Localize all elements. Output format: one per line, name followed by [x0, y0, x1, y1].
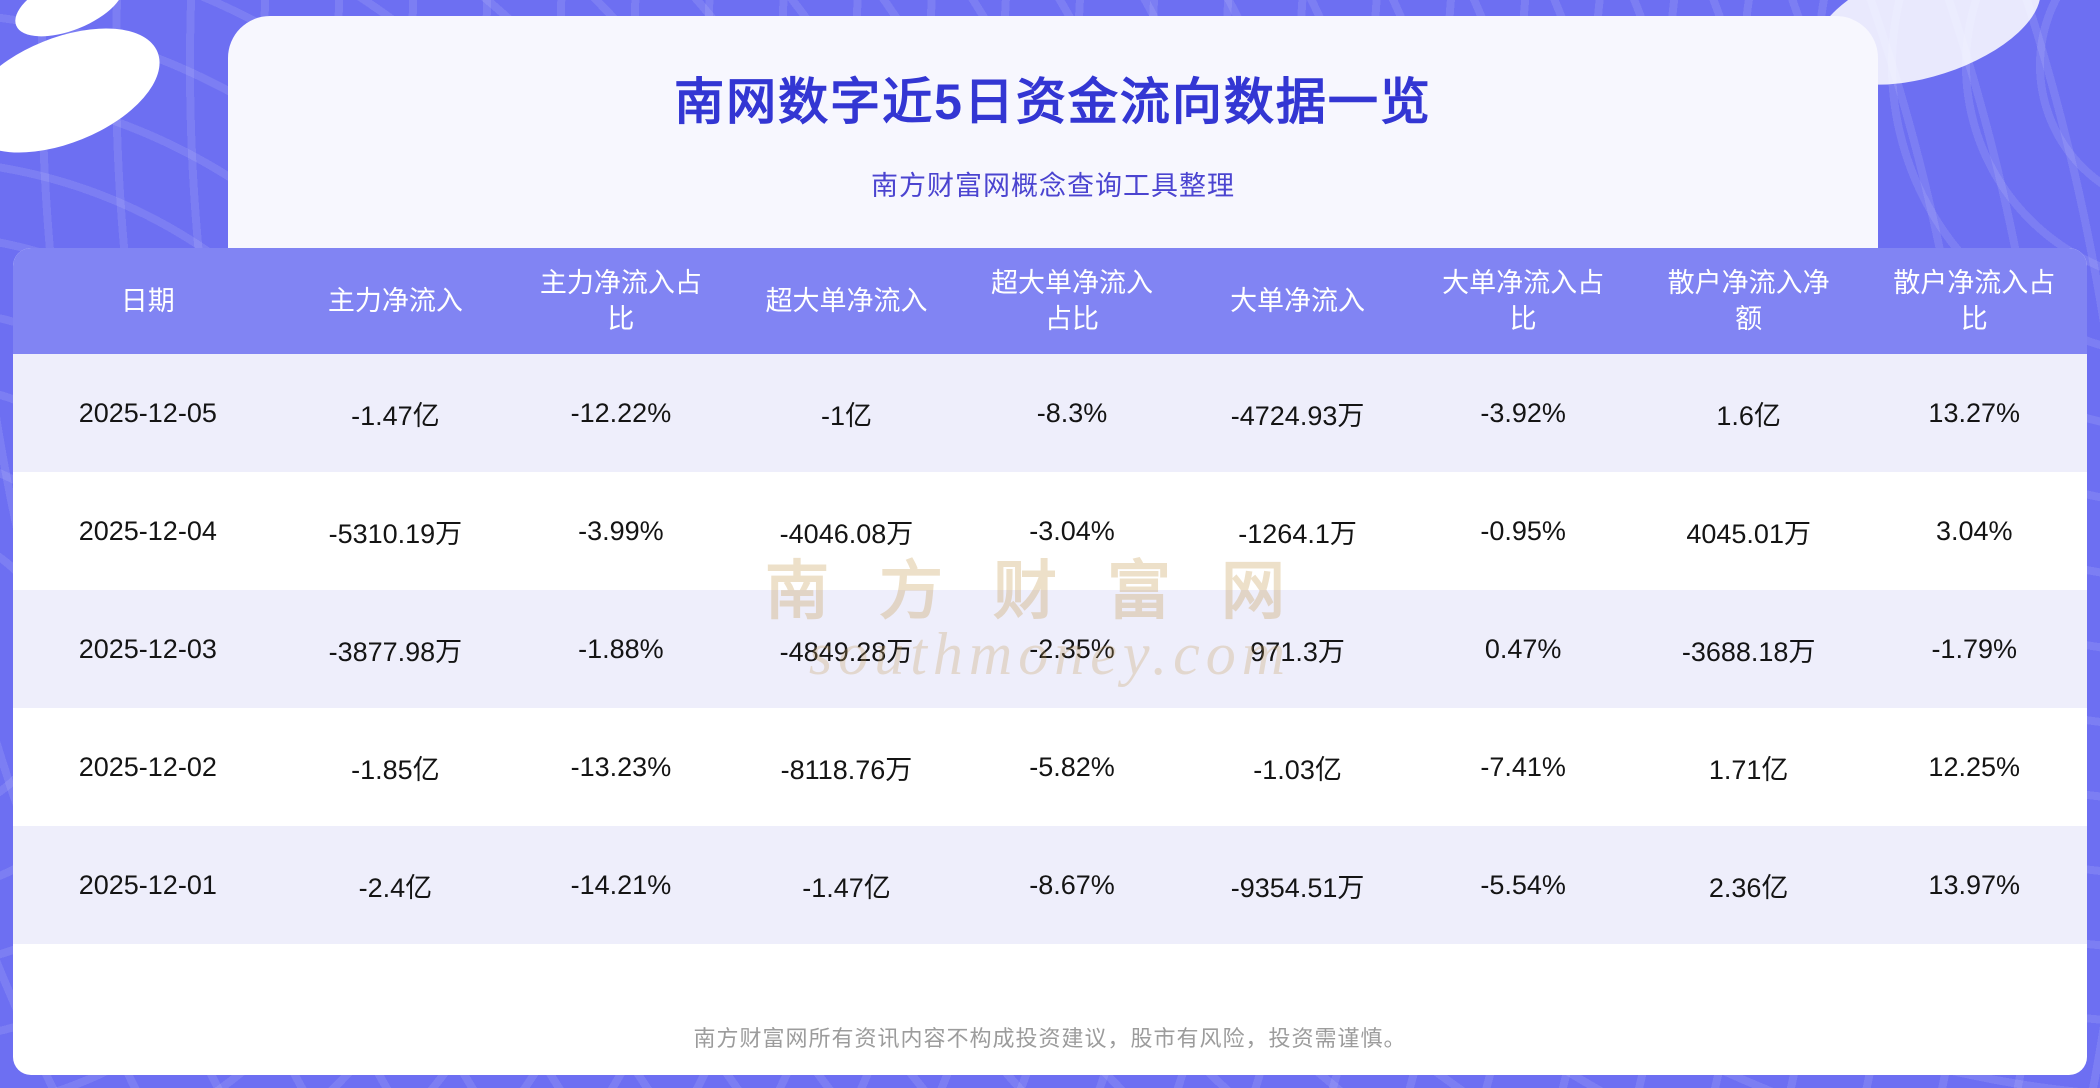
date-cell: 2025-12-04: [78, 515, 217, 546]
date-cell: 2025-12-02: [78, 751, 217, 782]
value-cell: -2.4亿: [358, 872, 433, 903]
value-cell: -1.85亿: [351, 754, 440, 785]
column-header: 日期: [13, 248, 283, 354]
value-cell: 13.97%: [1928, 869, 2020, 900]
value-cell: -5310.19万: [328, 518, 463, 549]
value-cell: -9354.51万: [1230, 872, 1365, 903]
header-panel: 南网数字近5日资金流向数据一览 南方财富网概念查询工具整理: [228, 16, 1878, 248]
table-row: 2025-12-03 -3877.98万 -1.88% -4849.28万 -2.35%…: [13, 590, 2087, 708]
value-cell: -2.35%: [1029, 633, 1115, 664]
page-title: 南网数字近5日资金流向数据一览: [674, 74, 1432, 130]
column-header: 主力净流入占比: [508, 248, 734, 354]
value-cell: -8.67%: [1029, 869, 1115, 900]
column-header: 主力净流入: [282, 248, 509, 354]
value-cell: -5.54%: [1480, 869, 1566, 900]
table-row: 2025-12-01 -2.4亿 -14.21% -1.47亿 -8.67% -9354.…: [13, 826, 2087, 944]
value-cell: -4724.93万: [1230, 400, 1365, 431]
value-cell: -1.03亿: [1253, 754, 1342, 785]
page-subtitle: 南方财富网概念查询工具整理: [871, 171, 1235, 201]
value-cell: 1.71亿: [1708, 754, 1789, 785]
column-header: 散户净流入净额: [1635, 248, 1862, 354]
table-row: 2025-12-05 -1.47亿 -12.22% -1亿 -8.3% -4724.93万…: [13, 354, 2087, 472]
table-row: 2025-12-02 -1.85亿 -13.23% -8118.76万 -5.82% -1…: [13, 708, 2087, 826]
value-cell: 2.36亿: [1708, 872, 1789, 903]
footer-disclaimer: 南方财富网所有资讯内容不构成投资建议，股市有风险，投资需谨慎。: [693, 1026, 1407, 1051]
value-cell: -13.23%: [570, 751, 672, 782]
date-cell: 2025-12-05: [78, 397, 217, 428]
value-cell: 971.3万: [1250, 636, 1345, 667]
column-header: 大单净流入占比: [1410, 248, 1636, 354]
value-cell: -3.04%: [1029, 515, 1115, 546]
value-cell: -7.41%: [1480, 751, 1566, 782]
value-cell: -1.47亿: [351, 400, 440, 431]
value-cell: -14.21%: [570, 869, 672, 900]
value-cell: -5.82%: [1029, 751, 1115, 782]
value-cell: -1亿: [820, 400, 872, 431]
value-cell: -0.95%: [1480, 515, 1566, 546]
table-row: 2025-12-04 -5310.19万 -3.99% -4046.08万 -3.04%…: [13, 472, 2087, 590]
value-cell: -8.3%: [1036, 397, 1108, 428]
column-header: 超大单净流入: [733, 248, 960, 354]
value-cell: -3877.98万: [328, 636, 463, 667]
column-header: 大单净流入: [1184, 248, 1411, 354]
value-cell: -8118.76万: [780, 754, 913, 785]
date-cell: 2025-12-01: [78, 869, 217, 900]
fund-flow-table: 日期 主力净流入 主力净流入占比 超大单净流入 超大单净流入占比 大单净流入 大单净流入占比…: [13, 248, 2087, 944]
column-header: 散户净流入占比: [1861, 248, 2087, 354]
value-cell: 4045.01万: [1686, 518, 1811, 549]
value-cell: -4046.08万: [779, 518, 914, 549]
value-cell: -3688.18万: [1681, 636, 1816, 667]
value-cell: -12.22%: [570, 397, 672, 428]
value-cell: 13.27%: [1928, 397, 2020, 428]
value-cell: -3.92%: [1480, 397, 1566, 428]
column-header: 超大单净流入占比: [959, 248, 1185, 354]
value-cell: -1.79%: [1931, 633, 2017, 664]
value-cell: -3.99%: [578, 515, 664, 546]
value-cell: 12.25%: [1928, 751, 2020, 782]
table-card: 日期 主力净流入 主力净流入占比 超大单净流入 超大单净流入占比 大单净流入 大单净流入占比…: [13, 248, 2087, 1075]
date-cell: 2025-12-03: [78, 633, 217, 664]
value-cell: -1.47亿: [802, 872, 891, 903]
table-header-row: 日期 主力净流入 主力净流入占比 超大单净流入 超大单净流入占比 大单净流入 大单净流入占比…: [13, 248, 2087, 354]
value-cell: 0.47%: [1484, 633, 1562, 664]
value-cell: 1.6亿: [1716, 400, 1781, 431]
value-cell: 3.04%: [1935, 515, 2013, 546]
value-cell: -1264.1万: [1238, 518, 1357, 549]
value-cell: -4849.28万: [779, 636, 914, 667]
value-cell: -1.88%: [578, 633, 664, 664]
